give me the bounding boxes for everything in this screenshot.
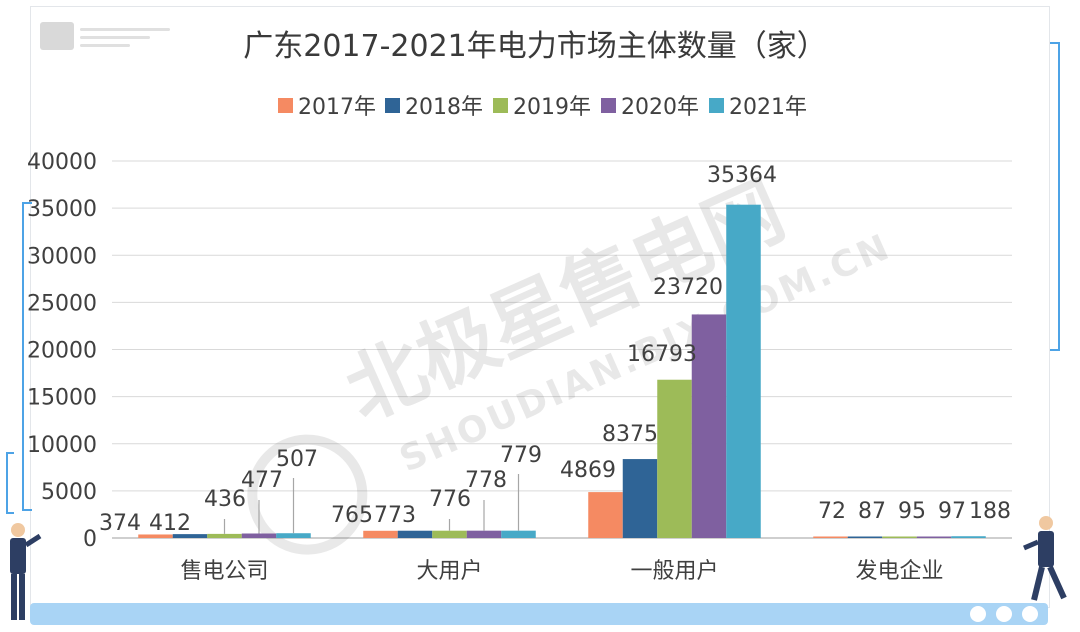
bar	[172, 534, 208, 538]
x-category-label: 售电公司	[180, 559, 268, 584]
data-label: 16793	[627, 342, 697, 367]
y-tick-label: 5000	[41, 480, 97, 505]
legend-label: 2020年	[621, 95, 699, 120]
data-label: 4869	[560, 458, 616, 483]
bar	[847, 536, 883, 538]
bar	[276, 533, 311, 538]
y-tick-label: 40000	[27, 150, 97, 175]
y-tick-label: 10000	[27, 433, 97, 458]
dot-icon	[1022, 606, 1038, 622]
dot-icon	[996, 606, 1012, 622]
data-label: 778	[465, 468, 507, 493]
bar	[657, 379, 692, 538]
decorative-bracket-left-small	[6, 452, 14, 514]
bar	[138, 534, 173, 538]
legend-swatch	[278, 98, 293, 113]
bar	[241, 533, 277, 538]
bar	[466, 530, 502, 538]
legend-swatch	[601, 98, 616, 113]
data-label: 95	[898, 499, 926, 524]
dot-icon	[970, 606, 986, 622]
decorative-figures	[10, 516, 1067, 620]
chart-title: 广东2017-2021年电力市场主体数量（家）	[243, 29, 827, 64]
data-label: 765	[331, 503, 373, 528]
bars	[138, 204, 986, 538]
data-label: 188	[969, 499, 1011, 524]
bar	[397, 530, 433, 538]
data-label: 436	[204, 487, 246, 512]
decorative-line	[80, 36, 150, 39]
legend-swatch	[709, 98, 724, 113]
watermark-logo-icon	[247, 434, 368, 555]
businessman-right-icon	[1023, 516, 1067, 601]
data-label: 507	[276, 447, 318, 472]
legend-swatch	[493, 98, 508, 113]
y-tick-label: 20000	[27, 339, 97, 364]
decorative-line	[80, 44, 130, 47]
data-label: 776	[429, 487, 471, 512]
x-axis: 售电公司 大用户 一般用户 发电企业	[180, 559, 943, 584]
legend-label: 2018年	[405, 95, 483, 120]
bar	[501, 530, 536, 538]
data-label: 23720	[653, 275, 723, 300]
y-tick-label: 30000	[27, 244, 97, 269]
data-label: 374	[99, 511, 141, 536]
businessman-left-icon	[10, 523, 42, 620]
data-label: 779	[500, 443, 542, 468]
bar	[691, 314, 727, 538]
data-label: 477	[241, 468, 283, 493]
data-label: 87	[858, 499, 886, 524]
legend-label: 2019年	[513, 95, 591, 120]
y-axis: 0 5000 10000 15000 20000 25000 30000 35000 40000	[27, 150, 97, 552]
bar	[726, 204, 761, 538]
bar	[207, 533, 242, 538]
data-label: 8375	[602, 422, 658, 447]
legend-swatch	[385, 98, 400, 113]
bar	[432, 530, 467, 538]
data-label: 35364	[707, 163, 777, 188]
decorative-bracket-left	[22, 202, 32, 511]
data-label: 97	[938, 499, 966, 524]
legend-label: 2017年	[298, 95, 376, 120]
decorative-line	[80, 28, 170, 31]
bar	[363, 530, 398, 538]
bar	[588, 492, 623, 538]
legend: 2017年 2018年 2019年 2020年 2021年	[278, 95, 807, 120]
decorative-block	[40, 22, 74, 50]
chart-frame	[30, 6, 1050, 608]
legend-label: 2021年	[729, 95, 807, 120]
bottom-bar	[30, 603, 1048, 625]
y-tick-label: 25000	[27, 291, 97, 316]
x-category-label: 发电企业	[855, 559, 943, 584]
bar	[882, 536, 917, 538]
data-label: 72	[818, 499, 846, 524]
data-label: 773	[374, 503, 416, 528]
y-tick-label: 35000	[27, 197, 97, 222]
x-category-label: 大用户	[416, 559, 482, 584]
y-tick-label: 0	[83, 527, 97, 552]
bar	[951, 536, 986, 538]
bar	[622, 459, 658, 538]
data-label: 412	[149, 511, 191, 536]
bar	[813, 536, 848, 538]
bar	[916, 536, 952, 538]
y-tick-label: 15000	[27, 386, 97, 411]
decorative-bracket-right	[1050, 42, 1060, 351]
x-category-label: 一般用户	[630, 559, 718, 584]
